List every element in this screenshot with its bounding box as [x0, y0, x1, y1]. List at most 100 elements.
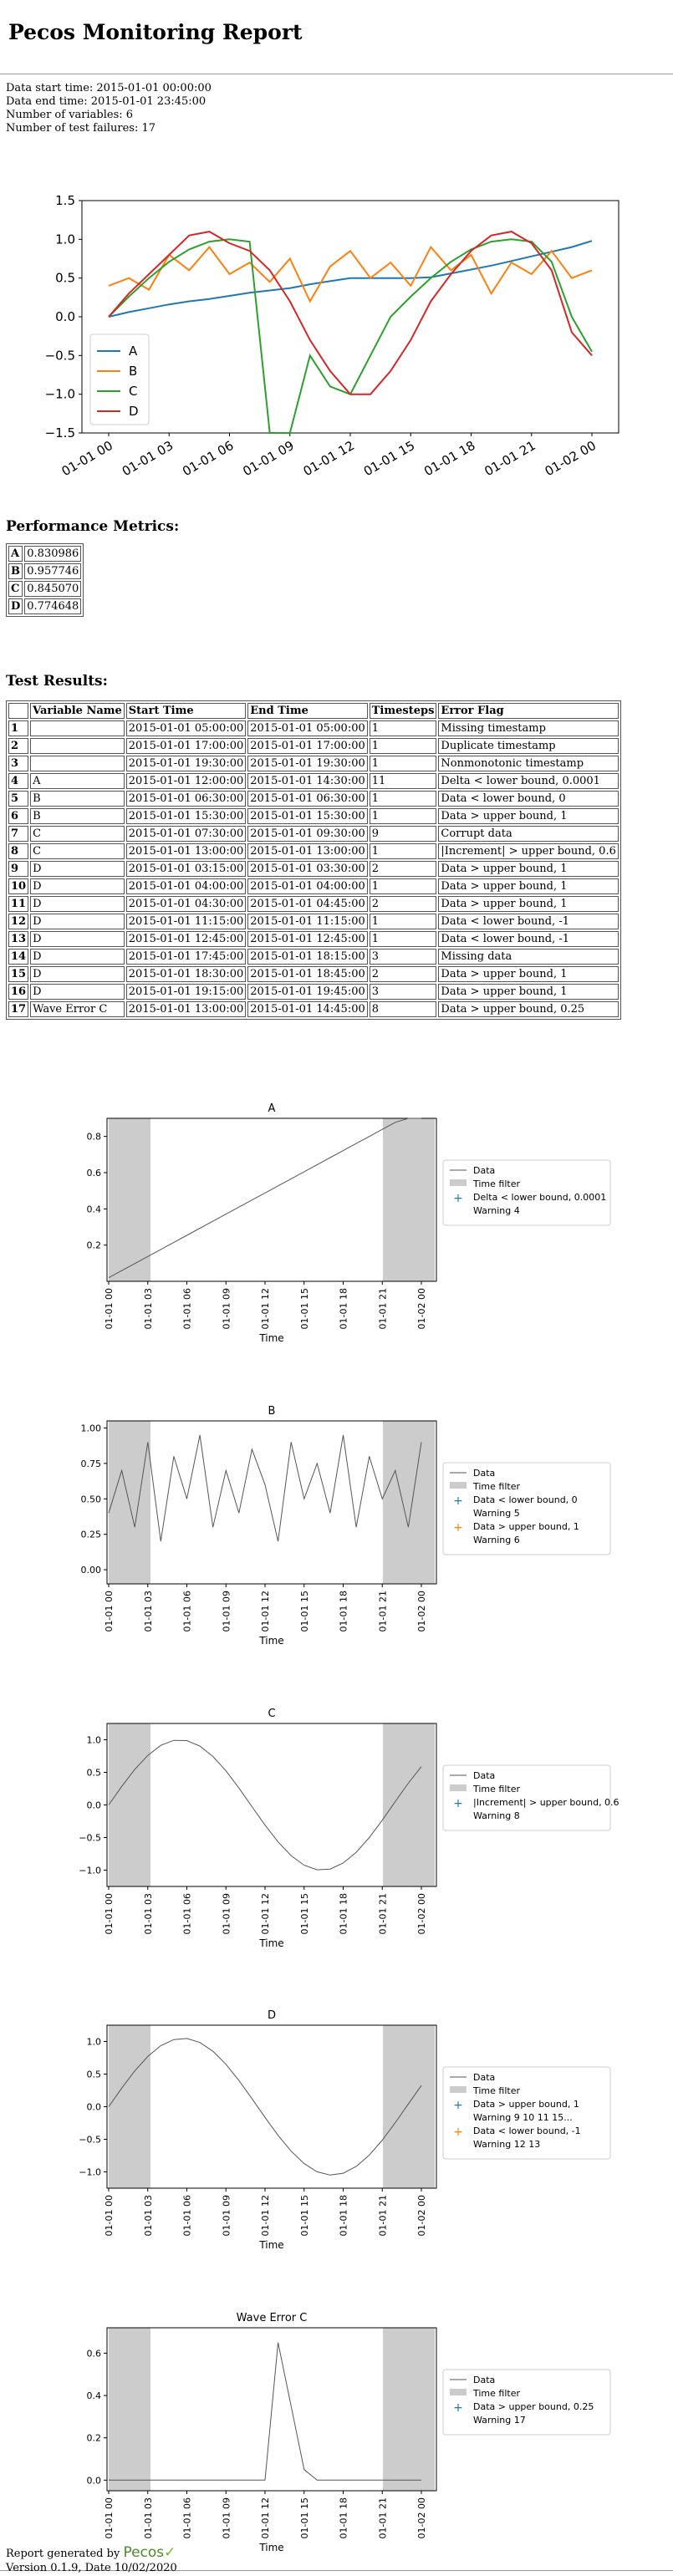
x-tick-label: 01-01 15	[299, 2497, 310, 2538]
table-cell: 2015-01-01 09:30:00	[247, 826, 368, 842]
table-cell: 2	[8, 738, 29, 754]
legend-label: Data	[473, 2072, 495, 2083]
table-cell	[30, 720, 125, 736]
table-cell: 2015-01-01 15:30:00	[247, 808, 368, 824]
table-cell: 2015-01-01 04:00:00	[125, 878, 247, 894]
x-tick-label: 01-01 15	[299, 2195, 310, 2236]
footer-block: Report generated by Pecos✓ Version 0.1.9…	[6, 2546, 177, 2575]
legend-label: C	[129, 384, 137, 399]
summary-block: Data start time: 2015-01-01 00:00:00 Dat…	[6, 82, 212, 135]
data-line	[108, 1434, 422, 1542]
table-cell: 1	[369, 738, 437, 754]
x-tick-label: 01-01 12	[260, 2195, 271, 2236]
x-tick-label: 01-01 18	[339, 2497, 349, 2538]
legend-label: Warning 6	[473, 1535, 520, 1545]
table-cell: 1	[369, 756, 437, 771]
metric-name: D	[8, 598, 23, 614]
table-cell: 12	[8, 914, 29, 929]
x-tick-label: 01-01 21	[377, 1591, 388, 1632]
table-cell: 3	[369, 984, 437, 1000]
x-tick-label: 01-01 15	[299, 1591, 310, 1632]
x-tick-label: 01-02 00	[416, 2195, 427, 2236]
table-cell: Data > upper bound, 1	[438, 984, 619, 1000]
plot-frame	[106, 1420, 437, 1585]
y-tick-label: −1.0	[79, 2167, 101, 2178]
x-tick-label: 01-01 09	[221, 2195, 232, 2236]
table-cell: 2015-01-01 06:30:00	[247, 791, 368, 807]
series-line-D	[108, 231, 593, 395]
y-tick-label: −1.0	[45, 387, 75, 402]
table-cell: 13	[8, 931, 29, 947]
x-tick-label: 01-01 09	[240, 438, 296, 479]
y-tick-label: −0.5	[79, 1833, 101, 1844]
y-tick-label: 0.0	[87, 2102, 102, 2113]
legend-marker: +	[453, 1192, 463, 1205]
x-tick-label: 01-01 18	[339, 1288, 349, 1329]
legend-label: Time filter	[472, 1481, 520, 1492]
y-tick-label: 0.5	[87, 2069, 102, 2080]
series-line-C	[108, 238, 593, 434]
legend-marker: +	[453, 1521, 463, 1535]
table-cell: 2015-01-01 12:45:00	[247, 931, 368, 947]
y-tick-label: 0.25	[81, 1530, 102, 1540]
x-tick-label: 01-01 03	[143, 1591, 154, 1632]
table-cell: 2015-01-01 03:15:00	[125, 861, 247, 877]
x-tick-label: 01-01 00	[59, 438, 115, 479]
legend-label: Data	[473, 1165, 495, 1176]
table-cell: 2	[369, 896, 437, 912]
chart-title: Wave Error C	[237, 2312, 308, 2324]
legend-label: Data	[473, 2375, 495, 2385]
report-title: Pecos Monitoring Report	[8, 20, 303, 44]
x-tick-label: 01-01 12	[260, 1893, 271, 1934]
column-header: Error Flag	[438, 703, 619, 719]
table-cell: Data > upper bound, 0.25	[438, 1001, 619, 1017]
table-cell	[30, 738, 125, 754]
legend-label: Data > upper bound, 0.25	[473, 2401, 594, 2412]
table-row: 2 2015-01-01 17:00:00 2015-01-01 17:00:00 1…	[8, 738, 619, 754]
table-cell: Data > upper bound, 1	[438, 878, 619, 894]
table-cell: 15	[8, 966, 29, 982]
table-cell: 2015-01-01 11:15:00	[125, 914, 247, 929]
y-tick-label: 1.0	[55, 232, 75, 247]
table-cell: Data < lower bound, 0	[438, 791, 619, 807]
table-cell: 2015-01-01 13:00:00	[125, 1001, 247, 1017]
table-cell: 2015-01-01 12:00:00	[125, 773, 247, 789]
x-tick-label: 01-01 15	[299, 1288, 310, 1329]
table-cell: 2015-01-01 14:30:00	[247, 773, 368, 789]
x-tick-label: 01-02 00	[543, 438, 599, 479]
legend-label: Data < lower bound, -1	[473, 2125, 581, 2136]
legend-label: Warning 12 13	[473, 2139, 540, 2150]
x-tick-label: 01-01 00	[104, 1893, 115, 1934]
table-cell: 10	[8, 878, 29, 894]
table-cell: 2015-01-01 04:45:00	[247, 896, 368, 912]
table-cell: 2015-01-01 19:45:00	[247, 984, 368, 1000]
legend-marker: +	[453, 2099, 463, 2112]
table-cell: 2015-01-01 19:15:00	[125, 984, 247, 1000]
column-header	[8, 703, 29, 719]
table-cell: 2015-01-01 03:30:00	[247, 861, 368, 877]
generated-label: Report generated by	[6, 2548, 120, 2560]
table-cell: 1	[8, 720, 29, 736]
table-cell: Data > upper bound, 1	[438, 861, 619, 877]
table-row: 17 Wave Error C 2015-01-01 13:00:00 2015-01…	[8, 1001, 619, 1017]
table-cell: Corrupt data	[438, 826, 619, 842]
y-tick-label: −0.5	[45, 348, 75, 363]
table-row: 16 D 2015-01-01 19:15:00 2015-01-01 19:45:0…	[8, 984, 619, 1000]
table-cell: 2015-01-01 05:00:00	[125, 720, 247, 736]
plot-frame	[106, 1117, 437, 1282]
legend-marker: +	[453, 2401, 463, 2415]
time-filter-band	[383, 2025, 435, 2188]
table-cell: 2015-01-01 17:45:00	[125, 949, 247, 965]
table-cell: Data > upper bound, 1	[438, 896, 619, 912]
y-tick-label: 0.5	[87, 1768, 102, 1779]
performance-row: A 0.830986	[8, 546, 82, 562]
variable-charts: A 0.8 0.6 0.4 0.2 01-01 00 01-01 03 01-01 06 01-…	[79, 1103, 619, 2553]
table-cell: D	[30, 931, 125, 947]
table-cell: 2015-01-01 12:45:00	[125, 931, 247, 947]
table-cell: 7	[8, 826, 29, 842]
table-cell: B	[30, 791, 125, 807]
table-cell: 11	[369, 773, 437, 789]
x-tick-label: 01-01 21	[377, 1288, 388, 1329]
table-cell: Data < lower bound, -1	[438, 931, 619, 947]
legend-label: Data < lower bound, 0	[473, 1494, 578, 1505]
